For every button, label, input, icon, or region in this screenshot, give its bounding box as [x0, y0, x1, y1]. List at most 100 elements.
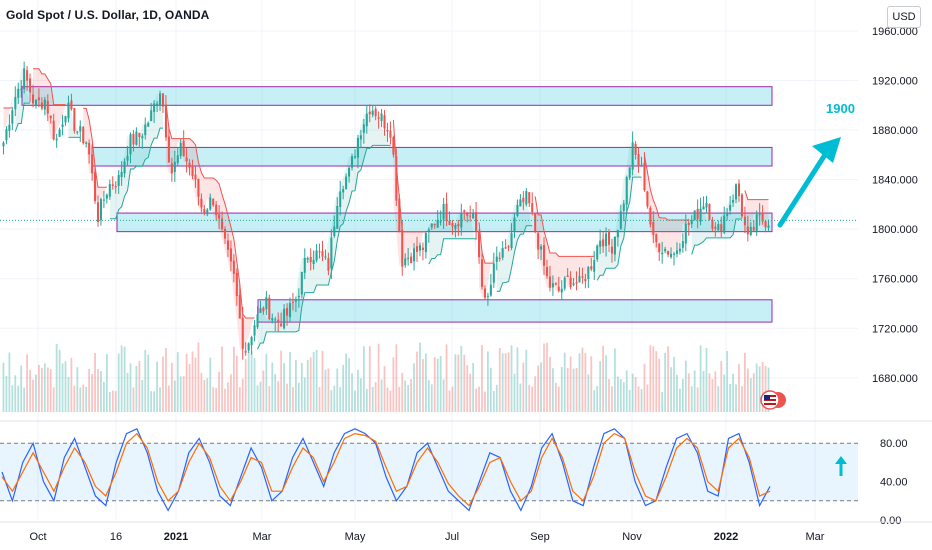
volume-bar — [312, 352, 315, 412]
volume-bar — [664, 353, 667, 412]
volume-bar — [135, 366, 138, 412]
volume-bar — [519, 383, 522, 412]
volume-bar — [386, 387, 389, 412]
volume-bar — [365, 389, 368, 412]
candle-body — [348, 167, 351, 177]
volume-bar — [661, 391, 664, 412]
candle-body — [188, 162, 191, 168]
candle-body — [664, 248, 667, 252]
up-arrow-icon[interactable] — [835, 456, 847, 476]
candle-body — [126, 155, 129, 161]
volume-bar — [303, 377, 306, 412]
candle-body — [542, 244, 546, 266]
volume-bar — [744, 352, 746, 412]
candle-body — [333, 226, 336, 236]
volume-bar — [224, 388, 226, 412]
volume-bar — [454, 354, 457, 412]
volume-bar — [611, 386, 613, 412]
candle-body — [170, 163, 173, 174]
volume-bar — [103, 381, 105, 412]
candle-body — [108, 184, 111, 197]
volume-bar — [362, 346, 365, 412]
trail-fill — [3, 96, 13, 130]
candle-body — [294, 299, 297, 302]
volume-bar — [732, 373, 734, 412]
volume-bar — [631, 373, 634, 412]
volume-bar — [165, 347, 167, 412]
volume-bar — [427, 380, 430, 412]
volume-bar — [32, 379, 34, 412]
candle-body — [271, 317, 274, 321]
trail-stop-green — [109, 127, 163, 220]
volume-bar — [212, 387, 215, 412]
candle-body — [395, 156, 398, 201]
candle-body — [740, 194, 743, 217]
volume-bar — [696, 387, 699, 412]
candle-body — [321, 251, 324, 257]
candle-body — [687, 222, 690, 226]
candle-body — [430, 223, 433, 228]
candle-body — [392, 137, 395, 155]
candle-body — [616, 229, 619, 238]
oscillator-tick-label: 0.00 — [880, 515, 901, 527]
flag-icon[interactable] — [760, 390, 786, 410]
candle-body — [20, 89, 23, 91]
volume-bar — [475, 388, 477, 412]
volume-bar — [64, 361, 67, 412]
trail-fill — [257, 110, 391, 350]
oscillator-tick-label: 40.00 — [880, 477, 908, 489]
candle-body — [318, 251, 321, 253]
volume-bar — [141, 379, 144, 412]
candle-body — [599, 240, 602, 247]
candle-body — [226, 240, 230, 250]
volume-bar — [29, 369, 31, 412]
volume-bar — [655, 351, 658, 412]
candle-body — [729, 204, 732, 211]
volume-bar — [8, 352, 11, 412]
trail-stop-red — [33, 68, 66, 106]
candle-body — [173, 161, 176, 172]
volume-bar — [91, 374, 93, 412]
candle-body — [681, 241, 684, 248]
candle-body — [215, 204, 218, 215]
volume-bar — [265, 353, 268, 412]
candle-body — [102, 199, 105, 201]
currency-button[interactable]: USD — [887, 6, 921, 28]
candle-body — [247, 343, 250, 351]
candle-body — [135, 131, 138, 145]
candle-body — [268, 297, 271, 319]
volume-bar — [327, 368, 330, 412]
volume-bar — [619, 379, 622, 412]
volume-bar — [593, 390, 596, 412]
candle-body — [253, 325, 256, 336]
candle-body — [206, 209, 209, 215]
volume-bar — [309, 357, 312, 412]
volume-bar — [321, 350, 324, 412]
volume-bar — [17, 385, 20, 412]
y-tick-label: 1880.000 — [872, 125, 918, 137]
x-tick-label: Nov — [622, 531, 642, 543]
candle-body — [554, 283, 557, 285]
candle-body — [605, 233, 608, 247]
volume-bar — [227, 382, 229, 412]
forecast-arrow: 1900 — [777, 101, 855, 228]
volume-bar — [436, 358, 439, 412]
volume-bar — [758, 366, 761, 412]
candle-body — [132, 133, 135, 145]
candle-body — [232, 260, 235, 274]
candle-body — [49, 115, 52, 119]
candle-body — [607, 231, 611, 245]
trail-stop-green — [257, 144, 391, 350]
volume-bar — [546, 342, 548, 412]
volume-bar — [292, 387, 294, 412]
volume-bar — [702, 371, 705, 412]
oscillator-axis: 80.00 40.00 0.00 — [880, 438, 908, 527]
volume-bar — [433, 357, 436, 412]
volume-bar — [132, 387, 135, 412]
volume-bar — [377, 343, 380, 412]
volume-bar — [79, 387, 82, 412]
volume-bar — [720, 361, 723, 412]
candle-body — [386, 129, 389, 132]
candle-body — [123, 161, 126, 174]
candle-body — [67, 102, 70, 119]
